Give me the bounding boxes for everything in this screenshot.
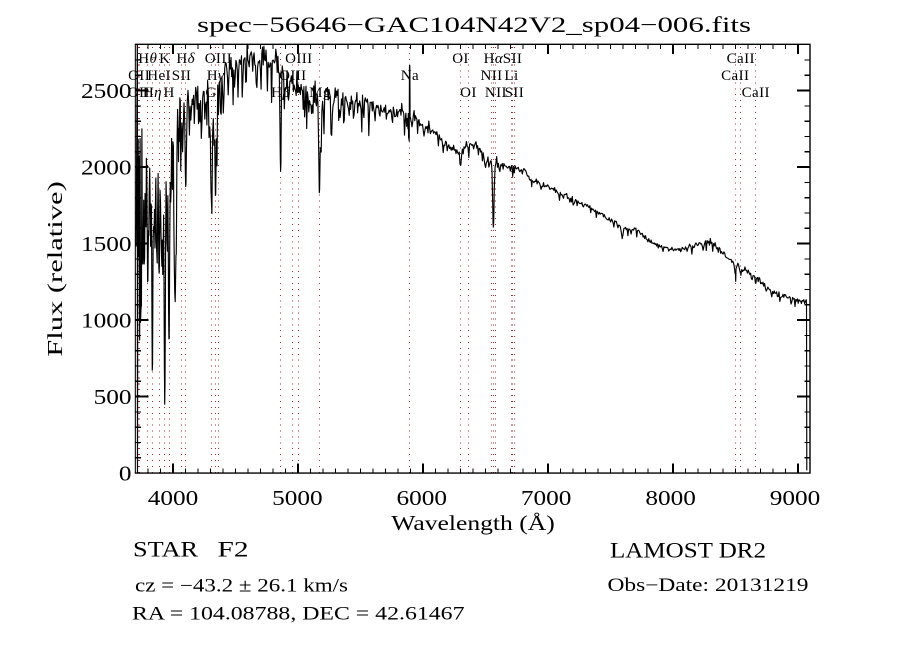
- svg-text:1000: 1000: [81, 309, 132, 333]
- svg-text:cz = −43.2 ± 26.1 km/s: cz = −43.2 ± 26.1 km/s: [135, 575, 348, 596]
- svg-text:2500: 2500: [81, 79, 132, 103]
- svg-text:0: 0: [119, 462, 132, 486]
- svg-text:7000: 7000: [521, 486, 572, 510]
- svg-text:2000: 2000: [81, 156, 132, 180]
- svg-text:OIII: OIII: [205, 51, 232, 67]
- svg-text:G: G: [205, 85, 216, 101]
- svg-text:STAR: STAR: [133, 538, 199, 562]
- svg-text:OII: OII: [128, 68, 150, 84]
- svg-text:5000: 5000: [272, 486, 323, 510]
- svg-text:8000: 8000: [645, 486, 696, 510]
- svg-text:1500: 1500: [81, 232, 132, 256]
- svg-text:OIII: OIII: [285, 51, 312, 67]
- svg-text:Wavelength (Å): Wavelength (Å): [391, 511, 555, 535]
- svg-text:OIII: OIII: [279, 68, 306, 84]
- svg-text:Obs−Date: 20131219: Obs−Date: 20131219: [608, 575, 809, 596]
- svg-text:CaII: CaII: [727, 51, 755, 67]
- svg-text:H: H: [163, 85, 174, 101]
- svg-text:SII: SII: [505, 85, 525, 101]
- svg-text:Flux (relative): Flux (relative): [43, 181, 67, 357]
- svg-text:F2: F2: [218, 538, 249, 562]
- svg-text:500: 500: [94, 385, 132, 409]
- svg-text:SII: SII: [172, 68, 192, 84]
- svg-text:K: K: [159, 51, 170, 67]
- svg-text:NII: NII: [485, 85, 507, 101]
- svg-text:OI: OI: [452, 51, 469, 67]
- svg-text:Hβ: Hβ: [271, 85, 290, 101]
- svg-text:4000: 4000: [148, 486, 199, 510]
- svg-text:SII: SII: [503, 51, 523, 67]
- svg-text:Li: Li: [504, 68, 518, 84]
- svg-text:Na: Na: [401, 68, 419, 84]
- svg-text:CaII: CaII: [742, 85, 770, 101]
- svg-text:Hδ: Hδ: [176, 51, 195, 67]
- svg-text:NII: NII: [480, 68, 502, 84]
- svg-text:6000: 6000: [397, 486, 448, 510]
- svg-text:Hα: Hα: [484, 51, 504, 67]
- svg-text:Hγ: Hγ: [207, 68, 225, 84]
- svg-text:Mg: Mg: [309, 85, 331, 101]
- svg-text:OII: OII: [128, 85, 150, 101]
- svg-text:9000: 9000: [770, 486, 821, 510]
- svg-text:OI: OI: [460, 85, 477, 101]
- svg-text:LAMOST DR2: LAMOST DR2: [610, 539, 766, 563]
- svg-text:Hη: Hη: [143, 85, 162, 101]
- svg-text:spec−56646−GAC104N42V2_sp04−00: spec−56646−GAC104N42V2_sp04−006.fits: [197, 12, 751, 37]
- svg-text:RA = 104.08788, DEC = 42.6146: RA = 104.08788, DEC = 42.61467: [132, 604, 465, 625]
- svg-text:CaII: CaII: [721, 68, 749, 84]
- svg-text:Hθ: Hθ: [138, 51, 157, 67]
- svg-text:HeI: HeI: [147, 68, 171, 84]
